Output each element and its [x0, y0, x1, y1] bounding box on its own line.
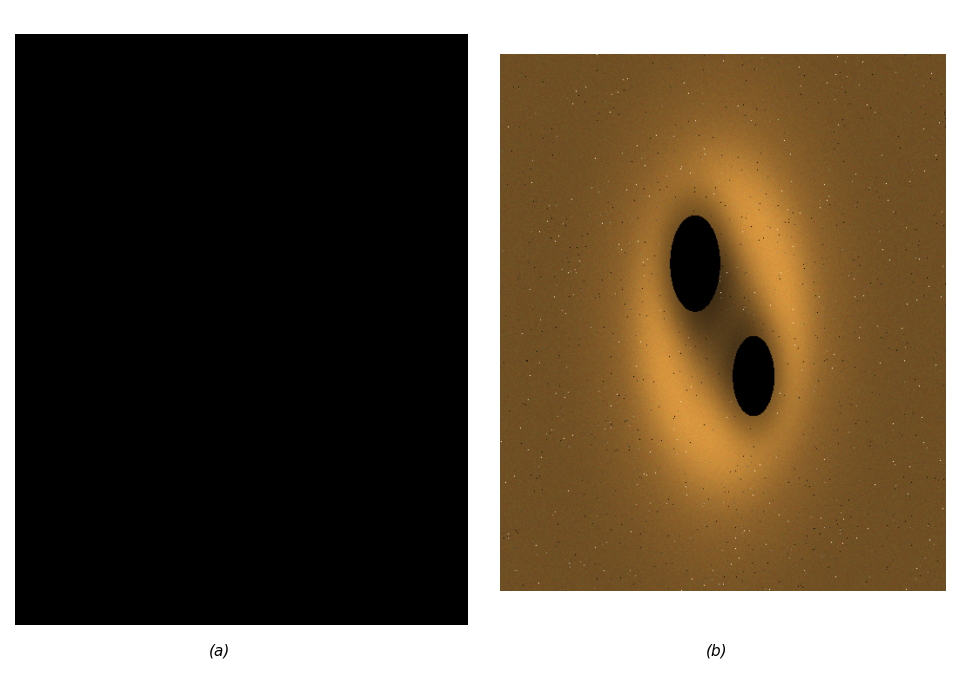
Text: (a): (a)	[209, 643, 230, 658]
Text: (shifted): (shifted)	[244, 444, 288, 454]
Text: LIGO Livingston Data: LIGO Livingston Data	[24, 600, 149, 609]
Text: Predicted: Predicted	[286, 59, 334, 69]
Text: LIGO Hanford Data: LIGO Hanford Data	[24, 444, 136, 454]
X-axis label: Time (seconds): Time (seconds)	[181, 640, 301, 654]
Text: (b): (b)	[706, 643, 727, 658]
Text: LIGO Livingston Data: LIGO Livingston Data	[24, 252, 149, 261]
Text: LIGO Hanford Data: LIGO Hanford Data	[24, 59, 136, 69]
Text: Predicted: Predicted	[286, 252, 334, 261]
